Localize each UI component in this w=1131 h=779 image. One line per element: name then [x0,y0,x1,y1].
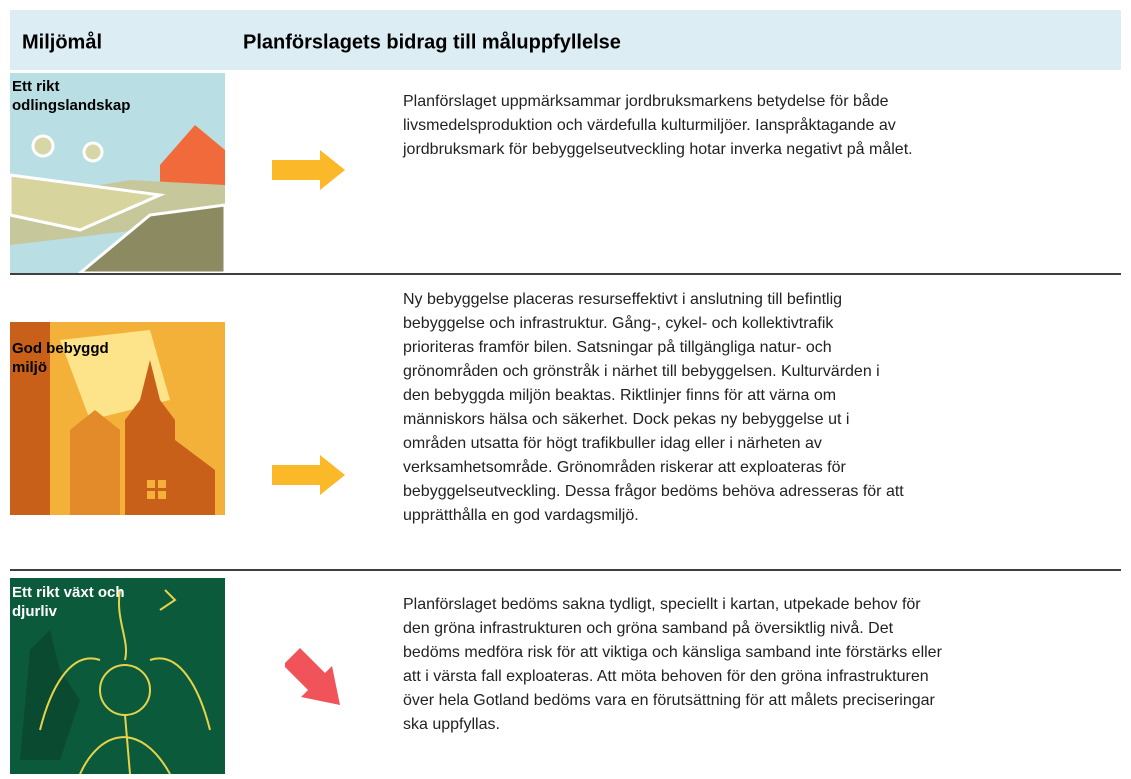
assessment-text: verksamhetsområde. Grönområden riskerar … [403,458,847,476]
assessment-text: prioriteras framför bilen. Satsningar på… [403,338,832,356]
assessment-text: Planförslaget bedöms sakna tydligt, spec… [403,596,921,613]
assessment-text: den bebyggda miljön beaktas. Riktlinjer … [403,387,836,404]
header-band [10,10,1121,70]
header-col1: Miljömål [22,30,102,53]
goal-label: Ett rikt växt och [12,584,125,601]
goal-label: God bebyggd [12,340,109,357]
goal-label: djurliv [12,603,58,620]
assessment-text: Planförslaget uppmärksammar jordbruksmar… [403,92,889,110]
header-col2: Planförslagets bidrag till måluppfyllels… [243,30,621,53]
assessment-text: ska uppfyllas. [403,716,500,733]
assessment-text: att i värsta fall exploateras. Att möta … [403,668,929,685]
assessment-text: livsmedelsproduktion och värdefulla kult… [403,116,896,134]
assessment-text: människors hälsa och säkerhet. Dock peka… [403,411,849,428]
assessment-text: grönområden och grönstråk i närhet till … [403,362,880,380]
assessment-text: jordbruksmark för bebyggelseutveckling h… [402,140,913,158]
goal-label: odlingslandskap [12,97,130,114]
goal-label: miljö [12,359,47,376]
landscape-image [8,73,227,275]
assessment-text: den gröna infrastrukturen och gröna samb… [403,619,894,637]
assessment-text: upprätthålla en god vardagsmiljö. [403,506,639,524]
trend-arrow-right [272,150,345,190]
assessment-text: bebyggelseutveckling. Dessa frågor bedöm… [403,482,904,500]
assessment-text: över hela Gotland bedöms vara en förutsä… [403,691,936,709]
trend-arrow-down [285,648,340,705]
town-image [10,322,225,515]
assessment-text: bebyggelse och infrastruktur. Gång-, cyk… [403,314,834,332]
assessment-text: bedöms medföra risk för att viktiga och … [403,644,943,661]
trend-arrow-right [272,455,345,495]
wildlife-image [10,578,225,775]
assessment-text: områden utsatta för högt trafikbuller id… [403,434,822,452]
goal-label: Ett rikt [12,78,60,95]
assessment-text: Ny bebyggelse placeras resurseffektivt i… [403,291,842,308]
